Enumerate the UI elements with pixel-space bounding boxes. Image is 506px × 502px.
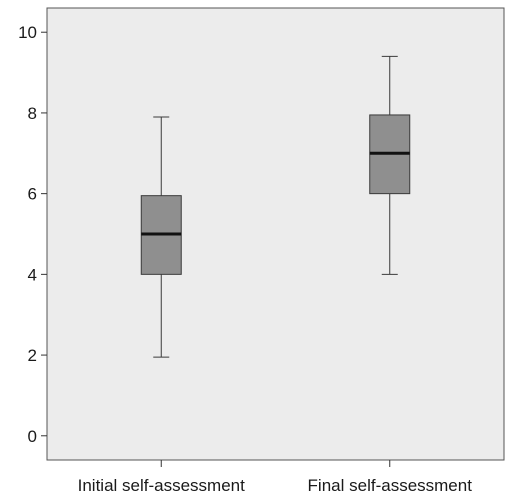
boxes-group <box>140 55 411 358</box>
y-tick-label: 2 <box>28 346 37 365</box>
y-tick-label: 4 <box>28 265 37 284</box>
x-tick-label: Final self-assessment <box>308 476 473 495</box>
y-tick-label: 10 <box>18 23 37 42</box>
box-1 <box>140 116 182 358</box>
x-tick-label: Initial self-assessment <box>78 476 246 495</box>
y-tick-label: 8 <box>28 104 37 123</box>
plot-area <box>46 7 505 461</box>
y-tick-label: 6 <box>28 185 37 204</box>
box-2 <box>369 55 411 275</box>
x-axis: Initial self-assessment Final self-assess… <box>78 460 473 495</box>
y-tick-label: 0 <box>28 427 37 446</box>
y-axis: 0 2 4 6 8 10 <box>18 23 47 446</box>
